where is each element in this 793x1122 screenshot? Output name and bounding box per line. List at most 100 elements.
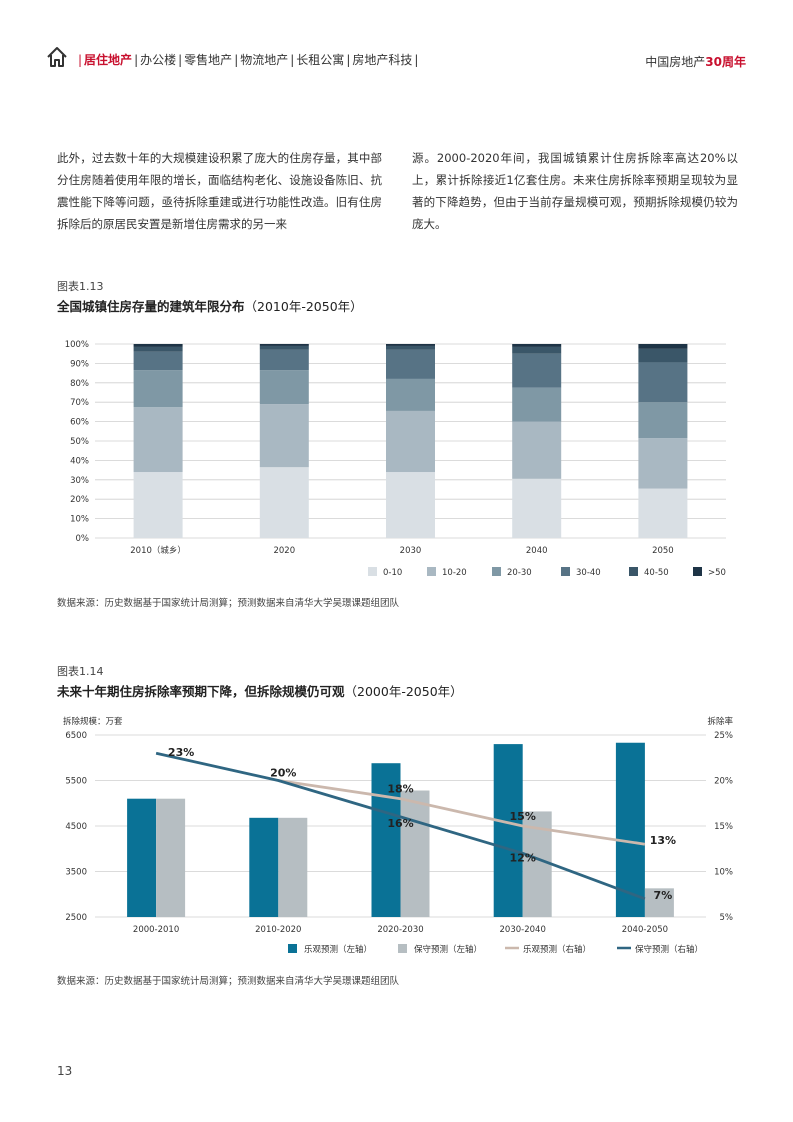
y-right-tick-label: 20% [714, 777, 733, 787]
figure2-title: 未来十年期住房拆除率预期下降，但拆除规模仍可观（2000年-2050年） [57, 681, 463, 700]
x-tick-label: 2030-2040 [500, 925, 546, 935]
x-tick-label: 2010-2020 [255, 925, 301, 935]
legend-swatch [288, 944, 297, 953]
data-label: 12% [510, 851, 536, 864]
stack-segment [512, 353, 562, 388]
stack-segment [133, 351, 183, 371]
stack-segment [259, 370, 309, 405]
bar [400, 790, 430, 917]
data-label: 7% [654, 889, 673, 902]
home-icon[interactable] [46, 46, 68, 68]
x-tick-label: 2020 [273, 546, 295, 556]
stack-segment [638, 348, 688, 363]
bar [615, 742, 645, 917]
x-tick-label: 2020-2030 [377, 925, 423, 935]
legend-label: 乐观预测（左轴） [304, 944, 372, 955]
y-right-tick-label: 10% [714, 868, 733, 878]
page-header: | 居住地产 | 办公楼 | 零售地产 | 物流地产 | 长租公寓 | 房地产科技 | 中国房地产30周… [46, 44, 746, 74]
anniversary-highlight: 30周年 [705, 55, 746, 69]
stack-segment [512, 387, 562, 422]
stack-segment [386, 345, 435, 350]
legend-label: 乐观预测（右轴） [523, 944, 591, 955]
y-tick-label: 40% [70, 456, 89, 466]
y-right-tick-label: 25% [714, 731, 733, 741]
page-number: 13 [57, 1064, 73, 1078]
legend-swatch [398, 944, 407, 953]
bar [493, 744, 523, 917]
stack-segment [259, 404, 309, 468]
series-line [278, 779, 646, 846]
stack-segment [512, 346, 562, 354]
y-tick-label: 30% [70, 476, 89, 486]
section-nav: | 居住地产 | 办公楼 | 零售地产 | 物流地产 | 长租公寓 | 房地产科技 | [78, 53, 419, 67]
bar [644, 888, 674, 917]
stack-segment [638, 438, 688, 489]
stack-segment [133, 346, 183, 352]
y-right-tick-label: 15% [714, 822, 733, 832]
x-tick-label: 2030 [400, 546, 422, 556]
legend-swatch [492, 567, 501, 576]
legend-swatch [368, 567, 377, 576]
body-text-right: 源。2000-2020年间，我国城镇累计住房拆除率高达20%以上，累计拆除接近1… [412, 151, 738, 231]
y-left-axis-label: 拆除规模：万套 [63, 716, 123, 727]
y-tick-label: 10% [70, 515, 89, 525]
data-label: 15% [510, 810, 536, 823]
y-tick-label: 80% [70, 379, 89, 389]
stack-segment [386, 349, 435, 379]
nav-item-active[interactable]: 居住地产 [84, 53, 133, 67]
figure1-title-bold: 全国城镇住房存量的建筑年限分布 [57, 299, 245, 314]
legend-label: 0-10 [383, 568, 402, 578]
y-tick-label: 60% [70, 418, 89, 428]
nav-item-apartment[interactable]: 长租公寓 [296, 53, 345, 67]
legend-label: 保守预测（左轴） [414, 944, 482, 955]
x-tick-label: 2040-2050 [622, 925, 668, 935]
y-tick-label: 50% [70, 437, 89, 447]
y-tick-label: 90% [70, 359, 89, 369]
data-label: 23% [168, 746, 194, 759]
figure2-source: 数据来源：历史数据基于国家统计局测算；预测数据来自清华大学吴璟课题组团队 [57, 976, 400, 987]
stack-segment [512, 344, 562, 347]
figure2-title-bold: 未来十年期住房拆除率预期下降，但拆除规模仍可观 [57, 684, 345, 699]
anniversary-prefix: 中国房地产 [645, 55, 706, 69]
y-right-tick-label: 5% [720, 913, 734, 923]
data-label: 20% [270, 767, 296, 780]
age-distribution-chart: 0% 10% 20% 30% 40% 50% 60% 70% 80% 90% 100% 2010（城… [65, 340, 726, 578]
nav-item-retail[interactable]: 零售地产 [184, 53, 233, 67]
legend-label: 保守预测（右轴） [635, 944, 703, 955]
stack-segment [512, 421, 562, 479]
stack-segment [133, 370, 183, 408]
stack-segment [133, 472, 183, 538]
stack-segment [386, 410, 435, 473]
figure1-title-normal: （2010年-2050年） [244, 299, 363, 314]
legend-label: 40-50 [644, 568, 669, 578]
stack-segment [386, 472, 435, 538]
x-tick-label: 2050 [652, 546, 674, 556]
stack-segment [386, 378, 435, 411]
y-tick-label: 0% [76, 534, 90, 544]
stack-segment [638, 362, 688, 403]
legend-swatch [629, 567, 638, 576]
legend-label: 30-40 [576, 568, 601, 578]
nav-item-logistics[interactable]: 物流地产 [240, 53, 289, 67]
legend-label: 10-20 [442, 568, 467, 578]
bar [156, 798, 186, 917]
nav-item-proptech[interactable]: 房地产科技 [352, 53, 413, 67]
series-line [155, 751, 646, 901]
y-right-axis-label: 拆除率 [707, 716, 733, 727]
anniversary-label: 中国房地产30周年 [645, 53, 746, 70]
stack-segment [386, 344, 435, 346]
body-text-left: 此外，过去数十年的大规模建设积累了庞大的住房存量，其中部分住房随着使用年限的增长… [57, 151, 382, 231]
legend-label: >50 [708, 568, 726, 578]
bar [371, 763, 401, 917]
x-tick-label: 2000-2010 [133, 925, 179, 935]
legend-swatch [561, 567, 570, 576]
stack-segment [259, 344, 309, 346]
nav-item-office[interactable]: 办公楼 [140, 53, 177, 67]
bar [127, 798, 157, 917]
stack-segment [133, 407, 183, 473]
bar [278, 817, 308, 917]
data-label: 16% [387, 817, 413, 830]
stack-segment [512, 478, 562, 538]
x-tick-label: 2010（城乡） [130, 545, 186, 556]
stack-segment [638, 402, 688, 439]
